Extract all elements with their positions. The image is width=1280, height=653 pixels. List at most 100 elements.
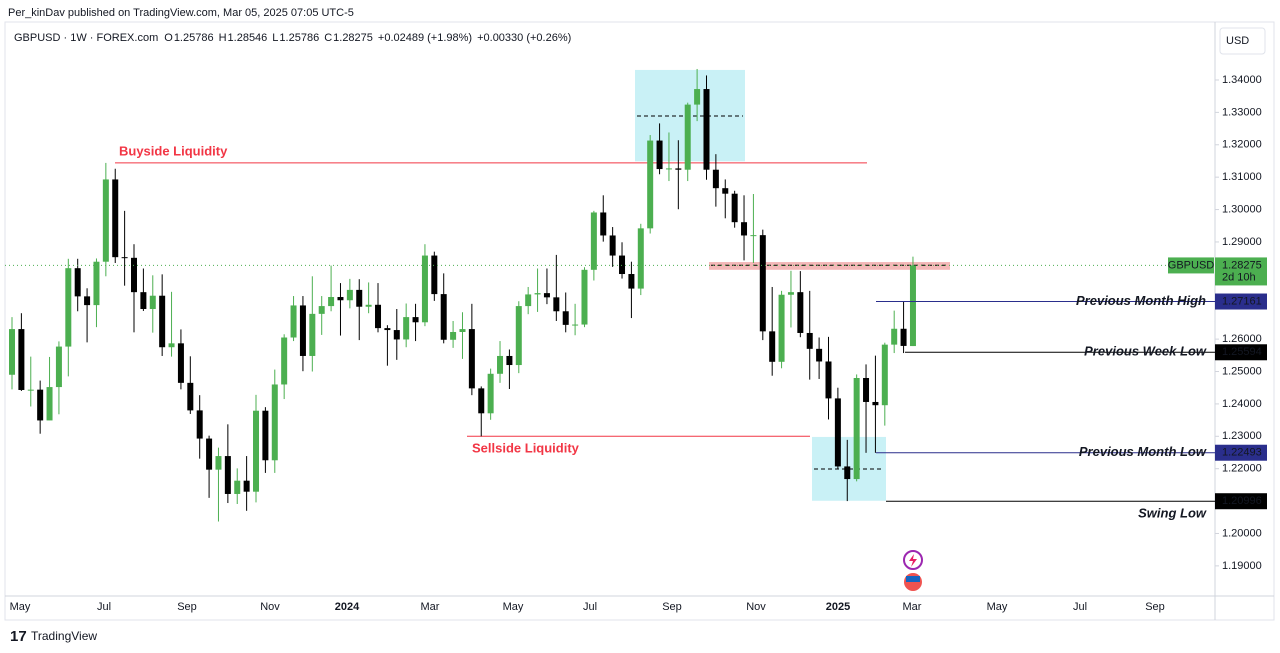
candle-body xyxy=(309,313,316,356)
legend-text: L xyxy=(272,32,278,44)
footer-brand: TradingView xyxy=(31,629,97,643)
candle-body xyxy=(234,480,241,494)
currency-box[interactable] xyxy=(1219,27,1266,55)
candle-body xyxy=(656,140,663,170)
candle-body xyxy=(131,257,138,293)
candle-body xyxy=(487,373,494,414)
level-price-box xyxy=(1215,493,1267,510)
level-label: Previous Month Low xyxy=(1079,444,1207,459)
candle-body xyxy=(628,274,635,289)
candle-body xyxy=(572,324,579,326)
candle-body xyxy=(375,304,382,329)
candle-body xyxy=(647,140,654,229)
candle-body xyxy=(365,304,372,307)
candle-body xyxy=(206,438,213,470)
candle-body xyxy=(431,255,438,295)
candle-body xyxy=(872,401,879,406)
y-tick-label: 1.26000 xyxy=(1222,333,1262,345)
level-label: Previous Month High xyxy=(1076,293,1206,308)
candle-body xyxy=(55,346,62,388)
candle-body xyxy=(215,456,222,470)
last-price-name-box xyxy=(1168,257,1214,274)
legend-text: +0.00330 (+0.26%) xyxy=(477,32,571,44)
legend-text: H xyxy=(219,32,227,44)
y-tick-label: 1.20000 xyxy=(1222,527,1262,539)
candle-body xyxy=(262,410,269,461)
level-label: Previous Week Low xyxy=(1084,344,1207,359)
y-tick-label: 1.25000 xyxy=(1222,365,1262,377)
candle-body xyxy=(853,377,860,480)
candle-body xyxy=(468,329,475,389)
plot xyxy=(5,68,1215,522)
last-price-name: GBPUSD xyxy=(1168,259,1215,271)
x-tick-label: May xyxy=(987,601,1008,613)
level-label: Swing Low xyxy=(1138,506,1207,521)
candle-body xyxy=(497,355,504,374)
candle-body xyxy=(562,311,569,325)
x-tick-label: Mar xyxy=(421,601,440,613)
candle-body xyxy=(450,331,457,340)
candle-body xyxy=(759,235,766,332)
candle-body xyxy=(665,168,672,170)
candle-body xyxy=(797,292,804,333)
candle-body xyxy=(168,343,175,348)
candle-body xyxy=(159,295,166,348)
legend-text: C xyxy=(324,32,332,44)
candle-body xyxy=(440,294,447,340)
legend-text: GBPUSD · 1W · FOREX.com xyxy=(14,32,158,44)
level-price-box xyxy=(1215,344,1267,361)
candle-body xyxy=(356,289,363,307)
candle-body xyxy=(93,261,100,306)
last-price-label: 1.28275 xyxy=(1222,259,1262,271)
candle-body xyxy=(825,361,832,399)
candle-body xyxy=(9,329,15,375)
candle-body xyxy=(684,104,691,170)
candle-body xyxy=(787,292,794,295)
x-tick-label: Jul xyxy=(97,601,111,613)
candle-body xyxy=(778,294,785,362)
countdown: 2d 10h xyxy=(1222,271,1256,283)
currency: USD xyxy=(1226,35,1249,47)
tv-logo: 17 xyxy=(10,628,27,645)
legend-text: 1.25786 xyxy=(279,32,319,44)
legend-text: O xyxy=(164,32,173,44)
candle-body xyxy=(177,343,184,383)
candle-body xyxy=(844,466,851,480)
candle-body xyxy=(421,255,428,323)
level-price: 1.22493 xyxy=(1222,447,1262,459)
candle-body xyxy=(731,193,738,223)
candle-body xyxy=(140,292,147,309)
candle-body xyxy=(703,89,710,170)
candle-body xyxy=(281,337,288,385)
candle-body xyxy=(46,387,53,421)
candle-body xyxy=(816,348,823,362)
candle-body xyxy=(102,179,109,262)
candle-body xyxy=(84,296,91,306)
candle-body xyxy=(253,410,260,492)
candle-body xyxy=(515,306,522,366)
y-tick-label: 1.19000 xyxy=(1222,560,1262,572)
candle-body xyxy=(328,297,335,307)
last-price-box xyxy=(1215,257,1267,286)
candle-body xyxy=(769,331,776,362)
y-tick-label: 1.34000 xyxy=(1222,74,1262,86)
candle-body xyxy=(553,297,560,312)
y-tick-label: 1.23000 xyxy=(1222,430,1262,442)
candle-body xyxy=(318,306,325,314)
legend-text: 1.28275 xyxy=(333,32,373,44)
candle-body xyxy=(393,330,400,340)
candle-body xyxy=(834,398,841,467)
candle-body xyxy=(27,389,34,391)
x-tick-label: Nov xyxy=(746,601,766,613)
level-price-box xyxy=(1215,444,1267,461)
x-tick-label: May xyxy=(10,601,31,613)
x-tick-label: 2025 xyxy=(826,601,850,613)
candle-body xyxy=(581,269,588,325)
candle-body xyxy=(196,410,203,439)
candle-body xyxy=(637,228,644,289)
x-tick-label: Mar xyxy=(903,601,922,613)
level-price: 1.25594 xyxy=(1222,346,1262,358)
candle-body xyxy=(694,89,701,105)
y-tick-label: 1.30000 xyxy=(1222,203,1262,215)
x-tick-label: Sep xyxy=(662,601,682,613)
